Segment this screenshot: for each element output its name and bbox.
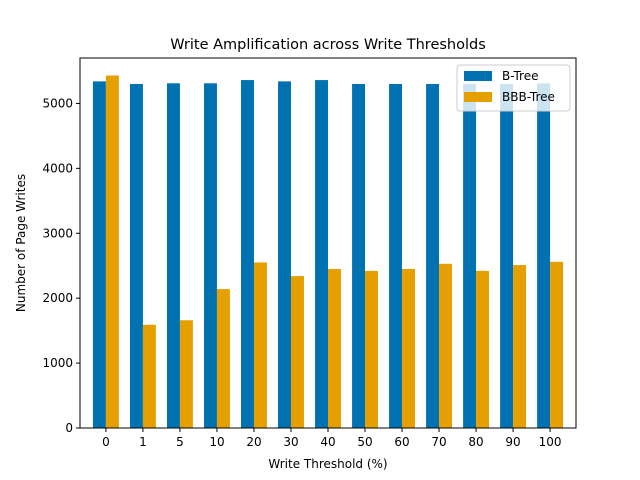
bar-b-tree-0 [92, 81, 106, 429]
legend-swatch [464, 71, 492, 81]
x-tick-label: 70 [431, 435, 446, 449]
x-tick-label: 60 [394, 435, 409, 449]
x-axis-label: Write Threshold (%) [268, 457, 387, 471]
bar-bbb-tree-90 [513, 265, 527, 428]
y-tick-label: 0 [65, 421, 73, 435]
bar-b-tree-80 [463, 83, 477, 429]
bar-bbb-tree-60 [402, 268, 415, 428]
plot-frame [79, 57, 577, 429]
y-axis-label: Number of Page Writes [14, 174, 28, 312]
legend: B-Tree BBB-Tree [456, 64, 571, 112]
bar-bbb-tree-30 [290, 276, 304, 428]
bars-group [92, 75, 564, 429]
legend-swatch [464, 92, 492, 102]
bar-bbb-tree-1 [142, 324, 156, 428]
y-tick-label: 2000 [42, 291, 73, 305]
bar-b-tree-70 [426, 83, 440, 429]
bar-b-tree-1 [129, 83, 143, 429]
bar-b-tree-60 [389, 83, 403, 429]
x-tick-label: 20 [246, 435, 261, 449]
bar-b-tree-5 [166, 83, 180, 428]
bar-b-tree-100 [537, 83, 551, 428]
bar-b-tree-20 [241, 80, 254, 428]
legend-label: B-Tree [502, 69, 538, 83]
x-tick-label: 30 [283, 435, 298, 449]
bar-b-tree-40 [315, 80, 328, 428]
y-tick-label: 1000 [42, 356, 73, 370]
y-tick-label: 4000 [42, 161, 73, 175]
legend-label: BBB-Tree [502, 90, 555, 104]
x-axis-ticks: 0 1 5 10 20 30 40 50 60 70 80 90 100 [102, 428, 562, 449]
x-tick-label: 100 [539, 435, 562, 449]
y-tick-label: 3000 [42, 226, 73, 240]
bar-bbb-tree-10 [216, 289, 230, 428]
bar-bbb-tree-100 [550, 261, 564, 428]
bar-b-tree-90 [500, 83, 514, 429]
x-tick-label: 1 [139, 435, 147, 449]
bar-bbb-tree-40 [328, 268, 341, 428]
y-axis-ticks: 0 1000 2000 3000 4000 5000 [42, 96, 80, 435]
bar-bbb-tree-70 [439, 263, 452, 428]
x-tick-label: 40 [320, 435, 335, 449]
x-tick-label: 80 [468, 435, 483, 449]
bar-bbb-tree-5 [179, 320, 193, 428]
x-tick-label: 0 [102, 435, 110, 449]
y-tick-label: 5000 [42, 96, 73, 110]
bar-bbb-tree-50 [365, 270, 378, 428]
bar-bbb-tree-80 [476, 270, 490, 428]
chart-title: Write Amplification across Write Thresho… [170, 37, 486, 53]
bar-b-tree-10 [204, 83, 217, 428]
x-tick-label: 50 [357, 435, 372, 449]
x-tick-label: 5 [176, 435, 184, 449]
x-tick-label: 90 [505, 435, 520, 449]
bar-bbb-tree-0 [105, 75, 119, 429]
bar-bbb-tree-20 [253, 262, 267, 428]
bar-b-tree-30 [278, 81, 291, 429]
bar-b-tree-50 [352, 83, 366, 429]
x-tick-label: 10 [209, 435, 224, 449]
